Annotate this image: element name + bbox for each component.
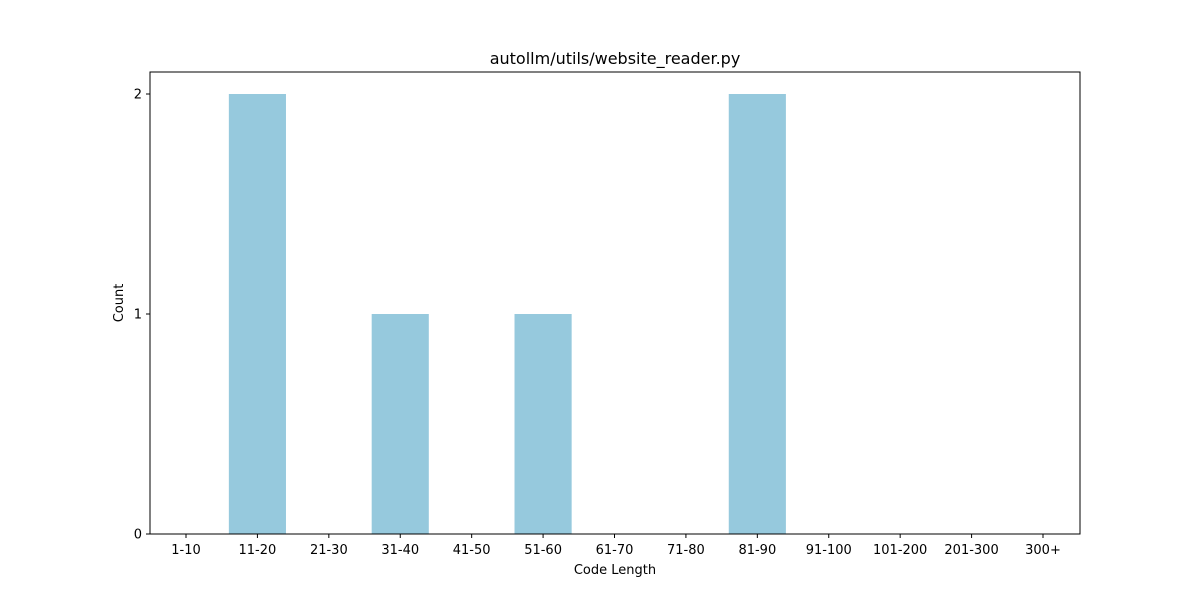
x-tick-label: 11-20 (239, 543, 277, 558)
x-axis: 1-10 11-20 21-30 31-40 41-50 51-60 61-70 71-80 8… (171, 534, 1061, 558)
bar-31-40 (371, 314, 429, 534)
x-tick-label: 1-10 (171, 543, 201, 558)
x-tick-label: 71-80 (667, 543, 705, 558)
x-tick-label: 300+ (1025, 543, 1061, 558)
bars-layer (228, 94, 786, 534)
bar-51-60 (514, 314, 572, 534)
x-tick-label: 61-70 (596, 543, 634, 558)
y-tick-label: 0 (134, 528, 142, 543)
y-tick-label: 1 (134, 308, 142, 323)
x-tick-label: 81-90 (738, 543, 776, 558)
y-tick-label: 2 (134, 88, 142, 103)
bar-81-90 (728, 94, 786, 534)
plot-frame (149, 71, 1081, 535)
x-tick-label: 21-30 (310, 543, 348, 558)
x-axis-label: Code Length (574, 563, 656, 578)
x-tick-label: 31-40 (381, 543, 419, 558)
y-axis: 0 1 2 (134, 88, 150, 543)
chart-title: autollm/utils/website_reader.py (490, 49, 741, 69)
x-tick-label: 101-200 (873, 543, 927, 558)
x-tick-label: 51-60 (524, 543, 562, 558)
y-axis-label: Count (112, 284, 127, 323)
x-tick-label: 201-300 (944, 543, 998, 558)
x-tick-label: 41-50 (453, 543, 491, 558)
bar-11-20 (228, 94, 286, 534)
x-tick-label: 91-100 (806, 543, 852, 558)
